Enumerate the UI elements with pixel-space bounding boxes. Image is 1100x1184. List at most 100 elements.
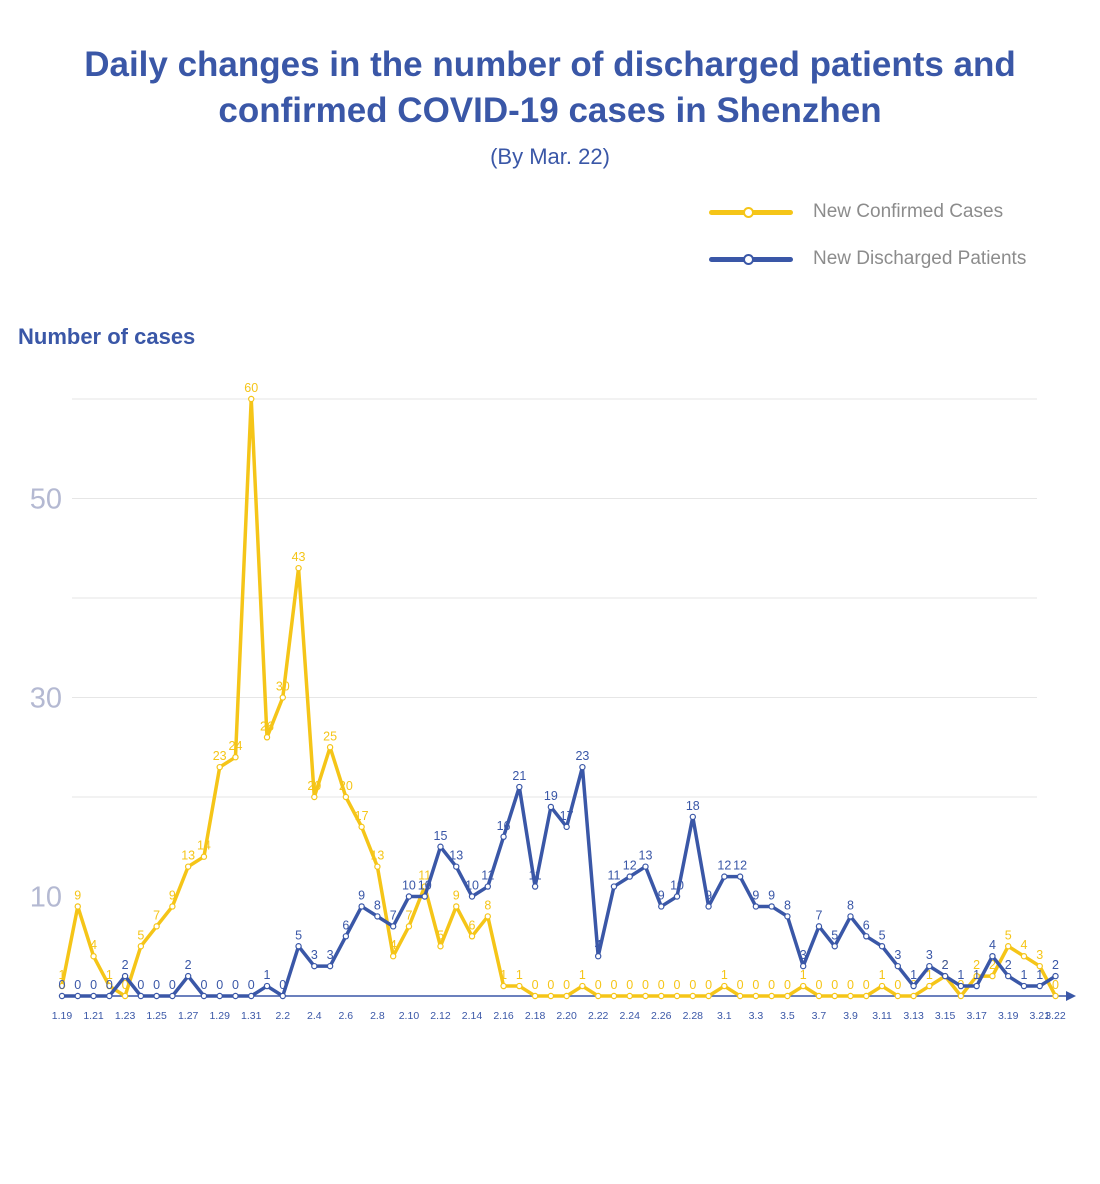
data-point	[484, 913, 491, 920]
data-point	[831, 943, 838, 950]
data-point	[58, 992, 66, 1000]
data-point	[232, 992, 239, 1000]
data-point	[405, 923, 413, 930]
data-label: 10	[670, 879, 684, 893]
data-point	[878, 943, 886, 950]
data-point	[989, 953, 996, 960]
y-tick-label: 50	[30, 484, 62, 516]
data-label: 0	[122, 978, 129, 992]
data-point	[468, 933, 476, 940]
data-point	[106, 982, 113, 990]
data-label: 0	[169, 978, 176, 992]
data-point	[279, 694, 286, 701]
data-label: 9	[752, 888, 759, 902]
data-point	[468, 893, 476, 900]
data-point	[437, 943, 444, 950]
data-label: 0	[894, 978, 901, 992]
data-label: 3	[1036, 948, 1043, 962]
data-point	[673, 992, 681, 1000]
data-point	[973, 972, 980, 980]
data-label: 0	[153, 978, 160, 992]
data-label: 0	[248, 978, 255, 992]
legend-label-confirmed: New Confirmed Cases	[813, 201, 1004, 222]
data-label: 9	[74, 888, 81, 902]
x-tick-label: 3.22	[1045, 1010, 1066, 1022]
data-point	[121, 992, 129, 1000]
data-point	[784, 913, 791, 920]
data-point	[579, 763, 586, 771]
data-label: 0	[689, 978, 696, 992]
series-line-confirmed	[60, 397, 1058, 998]
data-label: 6	[863, 918, 870, 932]
data-point	[658, 992, 665, 1000]
data-point	[405, 893, 413, 900]
data-point	[910, 992, 917, 1000]
data-label: 19	[544, 789, 558, 803]
data-point	[531, 992, 539, 1000]
data-point	[863, 992, 870, 1000]
data-label: 23	[575, 749, 589, 763]
data-point	[90, 953, 97, 960]
data-point	[594, 992, 602, 1000]
data-point	[957, 982, 965, 990]
data-label: 2	[989, 958, 996, 972]
data-label: 13	[181, 849, 195, 863]
data-label: 0	[74, 978, 81, 992]
data-point	[878, 982, 886, 990]
data-label: 1	[957, 968, 964, 982]
data-label: 0	[737, 978, 744, 992]
data-point	[358, 903, 365, 910]
data-label: 9	[768, 888, 775, 902]
data-label: 1	[500, 968, 507, 982]
data-label: 16	[497, 819, 511, 833]
x-tick-label: 3.19	[998, 1010, 1019, 1022]
x-tick-label: 2.18	[525, 1010, 546, 1022]
x-tick-label: 3.1	[717, 1010, 732, 1022]
data-label: 6	[342, 918, 349, 932]
data-point	[389, 923, 397, 930]
data-label: 11	[481, 869, 494, 883]
data-point	[863, 933, 870, 940]
data-label: 0	[106, 978, 113, 992]
data-label: 23	[213, 749, 227, 763]
x-axis-arrow	[1066, 991, 1076, 1001]
data-point	[579, 982, 586, 990]
x-tick-label: 1.25	[146, 1010, 167, 1022]
data-point	[1052, 992, 1059, 1000]
data-point	[547, 803, 555, 811]
data-point	[894, 962, 902, 970]
data-point	[784, 992, 791, 1000]
data-label: 4	[1020, 938, 1027, 952]
x-tick-label: 2.10	[399, 1010, 420, 1022]
data-label: 9	[705, 888, 712, 902]
data-point	[658, 903, 665, 910]
series-confirmed: 1941057913142324602630432025201713471159…	[59, 381, 1059, 1000]
data-point	[1020, 982, 1028, 990]
data-label: 20	[339, 779, 353, 793]
x-tick-label: 3.15	[935, 1010, 956, 1022]
data-label: 8	[847, 898, 854, 912]
data-label: 5	[831, 928, 838, 942]
data-point	[768, 992, 775, 1000]
data-point	[752, 992, 760, 1000]
data-point	[106, 992, 113, 1000]
data-label: 12	[733, 859, 747, 873]
legend-label-discharged: New Discharged Patients	[813, 248, 1027, 269]
x-tick-label: 1.29	[209, 1010, 230, 1022]
data-label: 9	[453, 888, 460, 902]
data-point	[232, 754, 239, 761]
data-label: 0	[563, 978, 570, 992]
x-tick-label: 2.28	[683, 1010, 704, 1022]
data-label: 9	[658, 888, 665, 902]
data-point	[342, 793, 350, 801]
data-label: 0	[752, 978, 759, 992]
data-point	[437, 843, 444, 850]
data-point	[500, 982, 507, 990]
data-point	[200, 853, 208, 860]
data-label: 20	[307, 779, 321, 793]
x-tick-label: 3.9	[843, 1010, 858, 1022]
data-label: 7	[815, 908, 822, 922]
data-point	[263, 734, 271, 741]
data-label: 0	[658, 978, 665, 992]
data-label: 1	[59, 968, 66, 982]
